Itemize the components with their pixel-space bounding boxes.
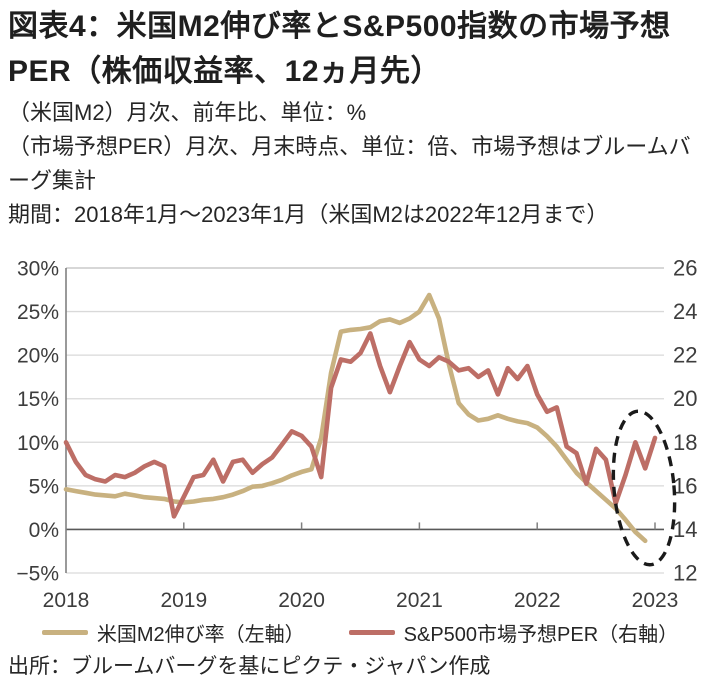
left-axis-tick-label: −5% (16, 563, 59, 586)
chart-legend: 米国M2伸び率（左軸） S&P500市場予想PER（右軸） (0, 618, 720, 647)
right-axis-tick-label: 26 (673, 256, 697, 281)
left-axis-tick-label: 10% (17, 432, 59, 455)
x-axis-year-label: 2019 (160, 589, 207, 612)
sp500-per-line (63, 331, 658, 519)
subtitle-m2-units: （米国M2）月次、前年比、単位：% (8, 100, 367, 125)
m2-legend-label: 米国M2伸び率（左軸） (96, 624, 305, 646)
per-legend-label: S&P500市場予想PER（右軸） (403, 624, 679, 646)
left-axis-tick-label: 20% (17, 345, 59, 368)
left-axis-tick-label: 15% (17, 388, 59, 411)
figure-title: 図表4：米国M2伸び率とS&P500指数の市場予想 PER（株価収益率、12ヵ月… (8, 4, 716, 94)
legend-item-m2: 米国M2伸び率（左軸） (41, 618, 305, 647)
right-axis-tick-label: 16 (673, 473, 697, 498)
figure-title-line1: 図表4：米国M2伸び率とS&P500指数の市場予想 (8, 10, 671, 43)
left-axis-tick-label: 25% (17, 301, 59, 324)
subtitle-per-units: （市場予想PER）月次、月末時点、単位：倍、市場予想はブルームバーグ集計 (8, 134, 691, 193)
right-axis-tick-label: 12 (673, 561, 697, 586)
per-line-swatch (348, 630, 395, 635)
x-axis-year-label: 2022 (514, 589, 561, 612)
x-axis-year-label: 2023 (632, 589, 679, 612)
highlight-ellipse-annotation (611, 409, 677, 567)
right-axis-tick-label: 14 (673, 517, 697, 542)
right-axis-tick-label: 20 (673, 386, 697, 411)
legend-item-per: S&P500市場予想PER（右軸） (348, 618, 679, 647)
right-axis-tick-label: 24 (673, 299, 697, 324)
m2-growth-line (63, 292, 648, 544)
right-axis-tick-label: 18 (673, 430, 697, 455)
source-note: 出所：ブルームバーグを基にピクテ・ジャパン作成 (8, 655, 491, 678)
x-axis-year-label: 2018 (43, 589, 90, 612)
left-axis-tick-label: 30% (17, 258, 59, 281)
subtitle-period: 期間：2018年1月～2023年1月（米国M2は2022年12月まで） (8, 202, 609, 227)
m2-line-swatch (41, 630, 88, 635)
left-axis-tick-label: 5% (29, 475, 59, 498)
right-axis-tick-label: 22 (673, 343, 697, 368)
figure-title-line2: PER（株価収益率、12ヵ月先） (8, 55, 442, 88)
left-axis-tick-label: 0% (29, 519, 59, 542)
x-axis-year-label: 2021 (396, 589, 443, 612)
x-axis-year-label: 2020 (278, 589, 325, 612)
figure-subtitles: （米国M2）月次、前年比、単位：% （市場予想PER）月次、月末時点、単位：倍、… (8, 96, 708, 232)
